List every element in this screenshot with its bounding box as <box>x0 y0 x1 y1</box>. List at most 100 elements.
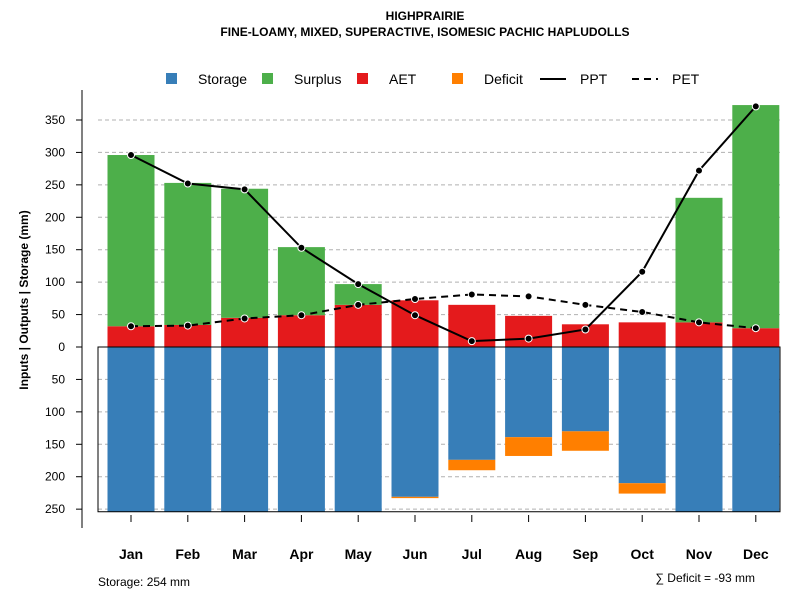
legend-label: PET <box>672 71 700 87</box>
legend-label: Storage <box>198 71 247 87</box>
storage-bar <box>732 347 780 512</box>
pet-point <box>751 324 760 333</box>
y-tick-label: 50 <box>52 308 66 322</box>
ppt-point <box>127 151 135 160</box>
storage-bar <box>505 347 553 438</box>
pet-line <box>130 293 756 330</box>
storage-bar <box>675 347 723 512</box>
x-tick-label: Jun <box>403 546 428 562</box>
y-tick-label: 150 <box>45 243 65 257</box>
ppt-point <box>467 337 476 346</box>
aet-bar <box>164 324 212 347</box>
x-tick-label: Jul <box>462 546 482 562</box>
x-tick-label: May <box>345 546 372 562</box>
storage-bar <box>107 347 155 512</box>
x-tick-label: Mar <box>232 546 257 562</box>
x-tick-label: Dec <box>743 546 769 562</box>
ppt-point <box>695 166 703 175</box>
y-tick-label: 300 <box>45 145 65 159</box>
pet-point <box>524 292 533 301</box>
pet-point <box>127 322 135 331</box>
deficit-bar <box>391 496 439 499</box>
ppt-point <box>354 280 363 289</box>
aet-bar <box>221 317 269 347</box>
pet-point <box>411 295 419 304</box>
aet-bar <box>561 324 609 347</box>
ppt-point <box>524 334 533 343</box>
legend-label: PPT <box>580 71 608 87</box>
y-tick-label: 200 <box>45 470 65 484</box>
aet-bar <box>391 300 439 347</box>
x-tick-label: Jan <box>119 546 143 562</box>
aet-bar <box>107 326 155 347</box>
storage-frame <box>97 346 781 513</box>
pet-point <box>240 314 249 323</box>
storage-bar <box>164 347 212 512</box>
deficit-bar <box>505 437 553 456</box>
storage-bar <box>561 347 609 432</box>
deficit-bar <box>618 483 666 494</box>
pet-point <box>581 300 590 309</box>
surplus-bar <box>164 182 212 325</box>
surplus-bar <box>334 284 382 305</box>
ppt-point <box>240 185 249 194</box>
y-tick-label: 100 <box>45 405 65 419</box>
ppt-point <box>297 243 306 252</box>
deficit-bar <box>448 459 496 471</box>
storage-bar <box>391 347 439 497</box>
pet-point <box>354 300 363 309</box>
surplus-bar <box>107 155 155 327</box>
legend-label: Surplus <box>294 71 341 87</box>
deficit-annotation: ∑ Deficit = -93 mm <box>655 571 755 585</box>
legend-swatch-deficit <box>452 73 463 84</box>
storage-bar <box>334 347 382 512</box>
legend-label: AET <box>389 71 417 87</box>
storage-bar <box>618 347 666 484</box>
y-tick-label: 0 <box>58 340 65 354</box>
aet-bar <box>732 328 780 347</box>
ppt-point <box>751 102 760 111</box>
ppt-line <box>130 105 757 343</box>
surplus-bar <box>732 105 780 329</box>
pet-point <box>467 290 476 299</box>
legend-label: Deficit <box>484 71 523 87</box>
ppt-point <box>183 179 192 188</box>
x-tick-label: Aug <box>515 546 542 562</box>
deficit-bar <box>561 431 609 451</box>
x-tick-label: Oct <box>631 546 655 562</box>
y-tick-label: 250 <box>45 178 65 192</box>
x-tick-label: Apr <box>289 546 314 562</box>
pet-point <box>297 311 306 320</box>
chart-subtitle: FINE-LOAMY, MIXED, SUPERACTIVE, ISOMESIC… <box>220 25 629 39</box>
x-tick-label: Sep <box>573 546 599 562</box>
chart-title: HIGHPRAIRIE <box>386 9 465 23</box>
y-tick-label: 100 <box>45 275 65 289</box>
aet-bar <box>277 315 325 347</box>
storage-annotation: Storage: 254 mm <box>98 575 190 589</box>
x-tick-label: Nov <box>686 546 713 562</box>
storage-bar <box>221 347 269 512</box>
pet-point <box>695 318 703 327</box>
legend-swatch-surplus <box>262 73 273 84</box>
surplus-bar <box>221 188 269 318</box>
pet-point <box>638 307 647 316</box>
storage-bar <box>277 347 325 512</box>
legend-swatch-storage <box>166 73 177 84</box>
pet-point <box>183 321 192 330</box>
ppt-point <box>638 267 647 276</box>
y-tick-label: 350 <box>45 113 65 127</box>
aet-bar <box>618 322 666 347</box>
ppt-point <box>411 311 419 320</box>
y-tick-label: 200 <box>45 210 65 224</box>
ppt-point <box>581 325 590 334</box>
aet-bar <box>675 322 723 347</box>
y-tick-label: 50 <box>52 372 66 386</box>
y-axis-label: Inputs | Outputs | Storage (mm) <box>17 210 31 389</box>
y-tick-label: 250 <box>45 502 65 516</box>
aet-bar <box>334 304 382 347</box>
storage-bar <box>448 347 496 460</box>
surplus-bar <box>675 197 723 323</box>
x-tick-label: Feb <box>175 546 200 562</box>
y-tick-label: 150 <box>45 437 65 451</box>
